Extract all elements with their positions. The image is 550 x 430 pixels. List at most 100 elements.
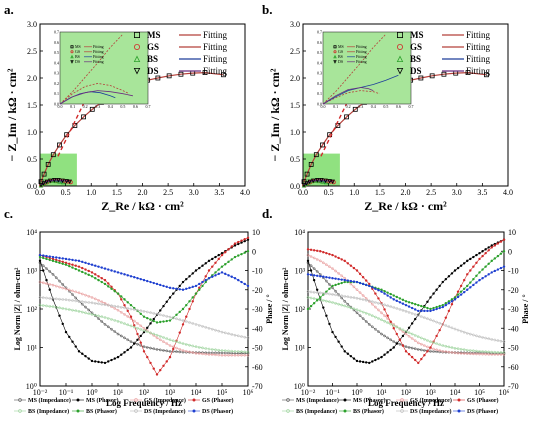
phase-point — [201, 284, 204, 288]
phase-point — [441, 303, 444, 307]
impedance-point — [334, 289, 337, 293]
inset-y-tick-label: 0.6 — [54, 40, 59, 45]
impedance-point — [178, 318, 182, 322]
phase-point — [404, 303, 408, 307]
phase-point — [484, 251, 487, 255]
phase-point — [435, 288, 438, 291]
impedance-point — [175, 350, 178, 354]
impedance-point — [407, 331, 411, 335]
impedance-point — [410, 337, 414, 340]
phase-point — [204, 278, 207, 282]
phase-point — [466, 259, 469, 263]
phase-point — [165, 300, 168, 303]
legend-marker — [457, 398, 461, 402]
x-tick-label: 10⁰ — [351, 388, 362, 397]
x-tick-label: 10³ — [165, 388, 176, 397]
data-point-BS — [53, 178, 59, 184]
phase-point — [194, 269, 198, 272]
phase-point — [191, 296, 194, 299]
x-tick-label: 0.0 — [35, 188, 45, 197]
impedance-point — [217, 353, 221, 357]
phase-point — [149, 280, 152, 284]
x-tick-label: 4.0 — [240, 188, 250, 197]
phase-point — [325, 314, 328, 317]
impedance-point — [119, 305, 123, 309]
phase-point — [116, 271, 120, 274]
y2-tick-label: -10 — [508, 267, 519, 276]
inset-legend-label: DS — [75, 59, 80, 64]
phase-point — [401, 302, 405, 305]
impedance-point — [438, 343, 442, 346]
impedance-point — [116, 319, 120, 323]
phase-point — [319, 275, 322, 278]
impedance-point — [246, 336, 250, 340]
phase-point — [325, 290, 328, 293]
data-point-MS — [465, 70, 471, 75]
inset-legend-fit: Fitting — [93, 54, 104, 59]
y-tick-label: 2.5 — [290, 47, 300, 56]
phase-point — [459, 293, 463, 296]
inset-x-tick-label: 0.4 — [371, 104, 376, 109]
phase-point — [352, 280, 356, 283]
bode-panel-c: c. 10⁻² 10⁻¹ 10⁰ 10¹ 10² 10³ 10⁴ 10⁵ 10⁶ 10⁰ 10¹ 10²… — [4, 206, 274, 415]
inset-curve-GS — [59, 82, 130, 105]
impedance-point — [416, 348, 420, 351]
y-tick-label: 10² — [295, 305, 306, 314]
phase-point — [459, 290, 463, 293]
phase-point — [61, 260, 64, 264]
data-point-DS — [304, 181, 309, 186]
legend-marker-BS — [133, 55, 141, 62]
y-axis-label: Log Norm |Z| / ohm-cm² — [281, 267, 290, 350]
impedance-point — [220, 330, 224, 334]
phase-point — [81, 260, 84, 264]
impedance-point — [116, 308, 120, 312]
impedance-point — [389, 338, 393, 342]
impedance-point — [374, 305, 377, 309]
impedance-point — [465, 352, 469, 356]
phase-point — [432, 308, 435, 312]
phase-point — [325, 251, 328, 255]
x-tick-label: 3.5 — [214, 188, 224, 197]
phase-point — [165, 319, 168, 323]
phase-point — [426, 306, 429, 310]
phase-point — [42, 269, 45, 272]
impedance-point — [145, 330, 149, 334]
impedance-point — [502, 351, 506, 354]
phase-point — [120, 295, 123, 298]
phase-point — [487, 262, 490, 265]
data-point-MS — [221, 72, 226, 78]
inset-legend-label: MS — [338, 44, 344, 49]
phase-point — [107, 268, 110, 271]
impedance-point — [419, 336, 423, 340]
impedance-point — [315, 258, 319, 261]
legend-fit-label: Fitting — [466, 30, 491, 40]
impedance-point — [149, 311, 152, 315]
inset-x-tick-label: 0.3 — [95, 104, 100, 109]
phase-point — [207, 277, 211, 280]
impedance-point — [227, 349, 230, 353]
y-tick-label: 3.0 — [27, 20, 37, 29]
phase-point — [389, 348, 392, 352]
impedance-point — [100, 315, 104, 319]
legend-label-DS: DS — [410, 66, 422, 76]
phase-point — [429, 346, 432, 349]
phase-point — [165, 360, 168, 363]
y-axis-label: Log Norm |Z| / ohm-cm² — [13, 267, 22, 350]
phase-point — [240, 239, 243, 242]
phase-point — [361, 360, 365, 364]
y-tick-label: 3.0 — [290, 20, 300, 29]
impedance-point — [126, 307, 130, 310]
phase-point — [493, 244, 497, 247]
impedance-point — [106, 303, 110, 307]
impedance-point — [361, 310, 365, 314]
inset-x-tick-label: 0.6 — [133, 104, 138, 109]
phase-point — [343, 280, 346, 284]
phase-point — [368, 361, 371, 365]
impedance-point — [352, 307, 356, 311]
impedance-point — [41, 281, 45, 285]
impedance-point — [168, 338, 172, 342]
phase-point — [55, 260, 58, 264]
x-tick-label: 2.5 — [163, 188, 173, 197]
legend-marker — [286, 398, 290, 402]
impedance-point — [214, 353, 217, 357]
